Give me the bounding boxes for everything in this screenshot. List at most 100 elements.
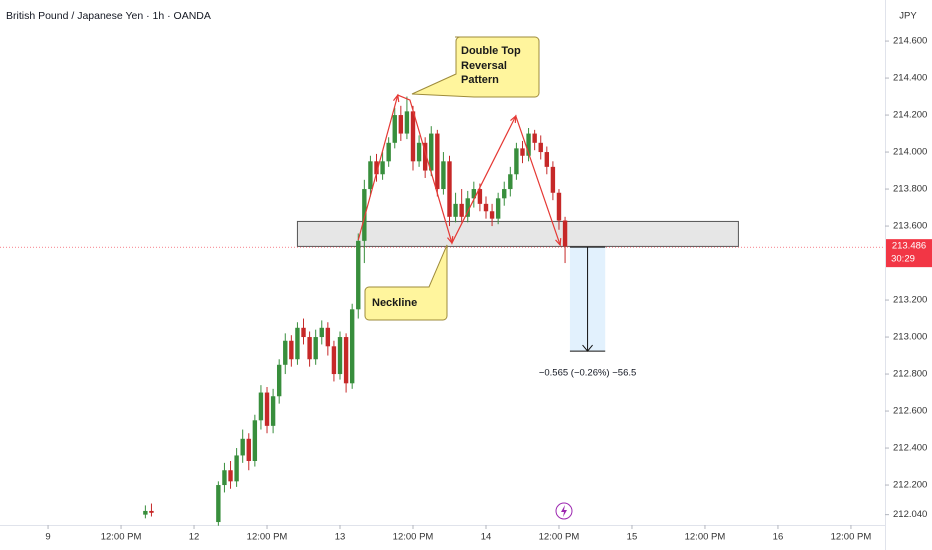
x-tick-label: 13 (335, 532, 346, 543)
candle-body (349, 309, 355, 384)
candle-body (508, 174, 513, 190)
y-tick-label: 214.200 (893, 110, 927, 121)
y-tick-label: 213.000 (893, 332, 927, 343)
candle-body (337, 337, 343, 375)
arrow-head (555, 238, 562, 247)
arrow-head (510, 114, 517, 124)
candle-body (234, 455, 239, 482)
candle-body (307, 337, 312, 360)
callout-text: Neckline (372, 297, 417, 309)
y-tick-label: 212.040 (893, 509, 927, 520)
candle-body (459, 203, 464, 217)
candle-body (331, 346, 337, 375)
x-tick-label: 12:00 PM (247, 532, 288, 543)
candle-body (143, 510, 148, 515)
candle-body (301, 327, 306, 338)
candle-body (489, 211, 495, 219)
candle-body (228, 470, 233, 482)
candle-body (313, 337, 318, 360)
x-tick-label: 15 (627, 532, 638, 543)
candle-body (343, 337, 349, 384)
candle-body (270, 396, 276, 426)
candle-body (447, 161, 452, 217)
candle-body (216, 485, 221, 523)
callout-box (411, 36, 540, 98)
arrow-head (447, 236, 454, 245)
x-tick-label: 9 (45, 532, 50, 543)
last-price-tag (886, 239, 932, 268)
plot: −0.565 (−0.26%) −56.5 (0, 93, 885, 526)
countdown-label: 30:29 (891, 254, 915, 265)
candle-body (465, 198, 470, 217)
y-tick-label: 212.600 (893, 406, 927, 417)
event-icon-bolt (561, 505, 567, 517)
candle-body (562, 220, 568, 247)
candle-body (538, 142, 543, 153)
callout-text: Reversal (461, 60, 507, 72)
measure-label: −0.565 (−0.26%) −56.5 (539, 368, 636, 379)
candle-body (368, 161, 373, 190)
candle-body (410, 111, 416, 162)
candle-body (356, 240, 361, 310)
candle-body (258, 392, 264, 421)
candle-body (422, 142, 428, 171)
candle-body (520, 148, 525, 156)
candle-body (374, 161, 379, 175)
candle-body (362, 189, 367, 241)
y-tick-label: 214.600 (893, 36, 927, 47)
x-tick-label: 12 (189, 532, 200, 543)
candle-body (386, 142, 391, 162)
candle-body (404, 111, 410, 134)
candle-body (453, 203, 458, 217)
candle-body (380, 161, 385, 175)
y-tick-label: 212.200 (893, 480, 927, 491)
y-tick-label: 212.800 (893, 369, 927, 380)
x-tick-label: 12:00 PM (539, 532, 580, 543)
candle-body (319, 327, 324, 338)
neckline-zone (296, 220, 739, 247)
candle-body (240, 438, 245, 456)
y-tick-label: 212.400 (893, 443, 927, 454)
candle-body (283, 340, 288, 365)
arrow-head (392, 93, 400, 103)
candle-body (502, 189, 507, 199)
candle-body (556, 192, 562, 221)
candle-body (471, 189, 477, 199)
x-tick-label: 12:00 PM (685, 532, 726, 543)
candle-body (550, 166, 556, 193)
candle-body (532, 133, 537, 143)
candle-body (544, 152, 550, 167)
candle-body (325, 327, 331, 347)
measure-arrow-head (582, 344, 593, 352)
candle-body (252, 420, 258, 461)
candle-body (295, 327, 300, 360)
candle-body (526, 133, 531, 156)
last-price-label: 213.486 (892, 241, 926, 252)
candle-body (514, 148, 519, 175)
x-tick-label: 12:00 PM (393, 532, 434, 543)
y-tick-label: 213.200 (893, 295, 927, 306)
currency-label: JPY (899, 11, 917, 22)
chart-title: British Pound / Japanese Yen · 1h · OAND… (6, 10, 211, 22)
candle-body (222, 470, 227, 486)
callout-box (364, 244, 448, 321)
x-tick-label: 12:00 PM (831, 532, 872, 543)
candle-body (289, 340, 294, 360)
candle-body (495, 198, 501, 219)
candle-body (264, 392, 270, 426)
candle-body (441, 161, 446, 190)
candle-body (435, 133, 440, 190)
y-tick-label: 214.400 (893, 73, 927, 84)
x-tick-label: 14 (481, 532, 492, 543)
pattern-line (357, 94, 561, 246)
x-tick-label: 12:00 PM (101, 532, 142, 543)
callout-text: Double Top (461, 45, 521, 57)
candle-body (392, 115, 397, 143)
candle-body (416, 142, 422, 162)
x-tick-label: 16 (773, 532, 784, 543)
candle-body (149, 510, 154, 513)
candle-body (398, 115, 404, 134)
candle-body (477, 189, 483, 204)
callout-text: Pattern (461, 74, 499, 86)
